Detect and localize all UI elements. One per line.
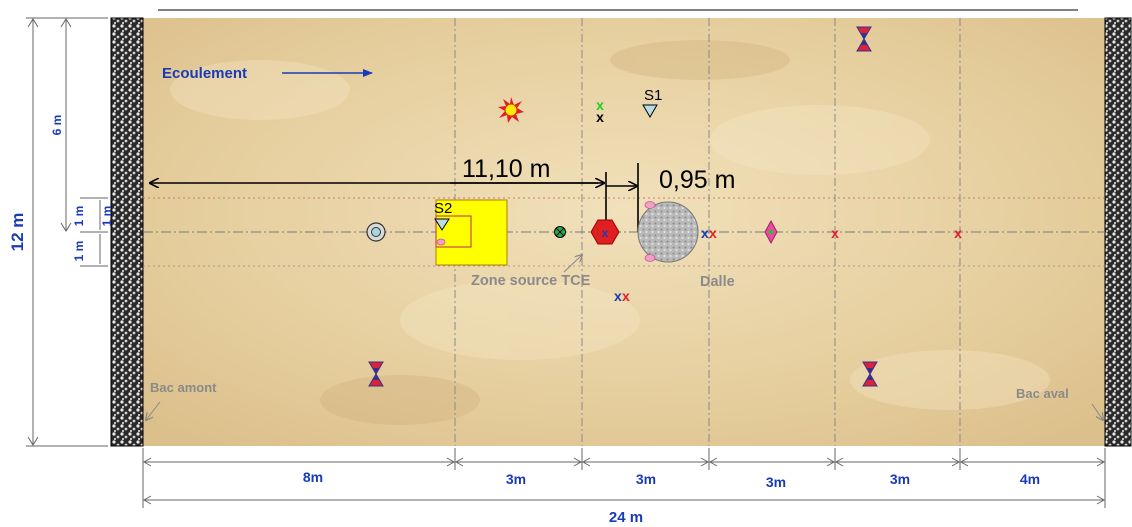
dim-12m-label: 12 m [8,213,27,252]
injection-point-icon [366,222,386,242]
left-dimensions [26,17,108,447]
total-length-label: 24 m [609,509,643,526]
pink-sampler-icon [436,238,446,246]
bottom-seg-2: 3m [506,471,526,487]
dim-1m-label-b: 1 m [100,206,114,227]
downstream-gravel [1104,17,1132,447]
tce-source-hexagon-icon: x [590,219,620,245]
cross-blue-icon: x [701,225,709,241]
cross-red-icon: x [622,288,630,304]
flow-label: Ecoulement [162,65,247,82]
sun-marker-icon [498,97,524,123]
bottom-dimensions [142,448,1106,508]
bottom-seg-5: 3m [890,471,910,487]
dalle-slab [637,201,699,263]
distance-095-label: 0,95 m [659,166,735,194]
well-s2-label: S2 [434,200,452,217]
svg-text:x: x [602,226,609,240]
cross-green-icon: x [596,97,604,113]
pink-sampler-bottom-icon [644,254,656,262]
dalle-label: Dalle [700,274,735,290]
yellow-zone-inner [435,215,472,248]
bottom-seg-4: 3m [766,474,786,490]
well-s2-icon [434,218,450,231]
diamond-marker-icon [764,219,778,245]
bac-aval-pointer [1091,403,1103,420]
green-sampler-icon [554,226,566,238]
well-s1-label: S1 [644,87,662,104]
distance-1110-label: 11,10 m [462,155,550,183]
cross-red-icon: x [954,225,962,241]
bottom-seg-3: 3m [636,471,656,487]
cross-blue-icon: x [614,288,622,304]
bottom-seg-1: 8m [303,469,323,485]
sand-texture [170,40,1050,425]
pink-sampler-top-icon [644,201,656,209]
zone-source-label: Zone source TCE [471,273,591,289]
hourglass-bottom-right-icon [862,361,878,387]
zone-source-pointer [563,255,582,273]
well-s1-icon [642,104,658,118]
dim-1m-label-a: 1 m [72,206,86,227]
bac-aval-label: Bac aval [1016,386,1069,401]
hourglass-top-right-icon [856,26,872,52]
bottom-seg-6: 4m [1020,471,1040,487]
cross-black-icon: x [596,109,604,125]
bac-amont-label: Bac amont [150,380,217,395]
upstream-gravel [110,17,144,447]
dim-6m-label: 6 m [50,115,64,136]
hourglass-bottom-left-icon [368,361,384,387]
cross-red-icon: x [709,225,717,241]
cross-red-icon: x [831,225,839,241]
dim-1m-label-c: 1 m [72,241,86,262]
bac-amont-pointer [146,401,161,420]
